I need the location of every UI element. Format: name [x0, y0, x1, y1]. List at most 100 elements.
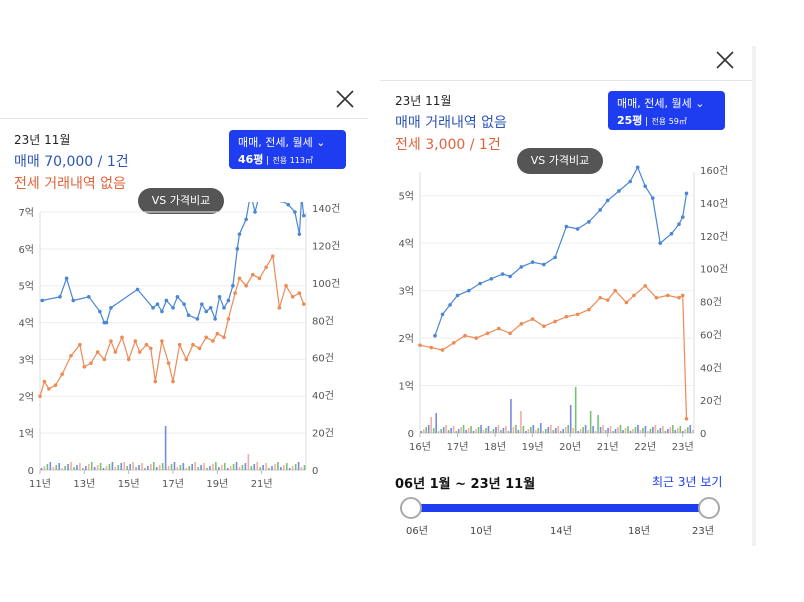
y-right-tick-label: 60건: [700, 329, 722, 341]
sale-data-point: [40, 298, 45, 303]
volume-bar: [559, 431, 562, 433]
volume-bar: [191, 464, 194, 470]
trade-type-dropdown[interactable]: 매매, 전세, 월세 ⌄ 46평 전용 113㎡: [229, 130, 346, 169]
volume-bar: [567, 425, 570, 433]
sale-data-point: [155, 302, 160, 306]
sale-data-point: [530, 260, 535, 264]
dropdown-type-label: 매매, 전세, 월세: [238, 136, 313, 149]
jeonse-series-line: [419, 285, 688, 419]
volume-bar: [589, 411, 592, 433]
volume-bar: [457, 429, 460, 433]
y-left-tick-label: 4억: [398, 238, 414, 250]
jeonse-data-point: [301, 302, 306, 306]
volume-bar: [662, 426, 664, 433]
chevron-down-icon: ⌄: [316, 136, 326, 149]
volume-bar: [447, 430, 450, 433]
sale-series-line: [434, 165, 688, 336]
volume-bar: [297, 462, 300, 470]
volume-bar: [85, 466, 87, 470]
sale-data-point: [213, 317, 217, 321]
volume-bar: [120, 463, 123, 470]
slider-tick-label: 14년: [550, 526, 572, 537]
volume-bar: [512, 427, 515, 433]
range-slider-track[interactable]: [410, 504, 710, 512]
volume-bar: [215, 462, 217, 470]
y-right-tick-label: 20건: [312, 428, 334, 440]
jeonse-data-point: [137, 350, 142, 354]
volume-bar: [49, 462, 52, 470]
chevron-down-icon: ⌄: [695, 97, 705, 110]
volume-bar: [507, 431, 510, 433]
volume-bar: [70, 462, 72, 470]
slider-tick-label: 06년: [406, 526, 428, 537]
volume-bar: [465, 430, 467, 433]
jeonse-data-point: [60, 372, 64, 376]
sale-data-point: [186, 313, 191, 317]
volume-bar: [574, 387, 577, 433]
jeonse-data-point: [474, 336, 479, 340]
volume-bar: [652, 427, 654, 433]
volume-bar: [114, 467, 117, 470]
jeonse-data-point: [605, 298, 610, 302]
range-slider-start-handle[interactable]: [400, 497, 422, 519]
volume-bar: [642, 428, 644, 433]
volume-bar: [176, 467, 179, 470]
scrollbar[interactable]: [752, 46, 756, 546]
volume-bar: [592, 426, 594, 433]
sale-series-line: [42, 202, 305, 324]
vs-compare-button[interactable]: VS 가격비교: [517, 148, 603, 174]
x-tick-label: 15년: [118, 478, 140, 490]
jeonse-data-point: [665, 293, 670, 298]
volume-bar: [280, 467, 282, 470]
volume-bar: [247, 454, 250, 470]
sale-data-point: [244, 217, 248, 222]
volume-bar: [659, 428, 662, 433]
volume-bar: [684, 429, 687, 433]
sale-data-point: [109, 306, 113, 310]
jeonse-data-point: [184, 357, 189, 362]
sale-data-point: [519, 265, 524, 269]
volume-bar: [544, 429, 547, 433]
range-slider-end-handle[interactable]: [698, 497, 720, 519]
volume-bar: [126, 466, 128, 470]
volume-bar: [564, 427, 567, 433]
slider-tick-label: 10년: [470, 526, 492, 537]
volume-bar: [420, 431, 423, 433]
jeonse-data-point: [244, 283, 248, 288]
y-right-tick-label: 120건: [312, 240, 340, 252]
volume-bar: [520, 411, 522, 433]
volume-bar: [557, 426, 560, 433]
volume-bar: [435, 413, 437, 433]
sale-data-point: [500, 272, 505, 276]
volume-bar: [135, 467, 137, 470]
trade-type-dropdown[interactable]: 매매, 전세, 월세 ⌄ 25평 전용 59㎡: [608, 91, 725, 130]
jeonse-data-point: [553, 319, 557, 324]
volume-bar: [612, 431, 614, 433]
jeonse-data-point: [632, 293, 636, 298]
jeonse-data-point: [204, 335, 209, 340]
vs-compare-button[interactable]: VS 가격비교: [138, 188, 224, 214]
volume-bar: [150, 464, 152, 470]
x-tick-label: 20년: [559, 441, 581, 453]
close-icon[interactable]: [714, 49, 736, 71]
volume-bar: [442, 427, 445, 433]
recent-3-years-button[interactable]: 최근 3년 보기: [652, 475, 723, 489]
volume-bar: [268, 468, 270, 470]
volume-bar: [200, 465, 202, 470]
jeonse-data-point: [166, 361, 171, 365]
volume-bar: [262, 465, 264, 470]
volume-bar: [572, 428, 574, 433]
volume-bar: [627, 426, 629, 433]
x-tick-label: 17년: [447, 441, 469, 453]
sale-data-point: [658, 241, 663, 245]
price-chart-panel-right: 23년 11월 매매 거래내역 없음 전세 3,000 / 1건 매매, 전세,…: [380, 46, 752, 546]
volume-bar: [229, 466, 232, 470]
sale-data-point: [650, 196, 655, 200]
volume-bar: [582, 427, 584, 433]
volume-bar: [619, 425, 622, 433]
volume-bar: [515, 425, 517, 433]
jeonse-data-point: [237, 276, 242, 281]
volume-bar: [43, 466, 46, 470]
volume-bar: [689, 425, 692, 433]
close-icon[interactable]: [334, 88, 356, 110]
